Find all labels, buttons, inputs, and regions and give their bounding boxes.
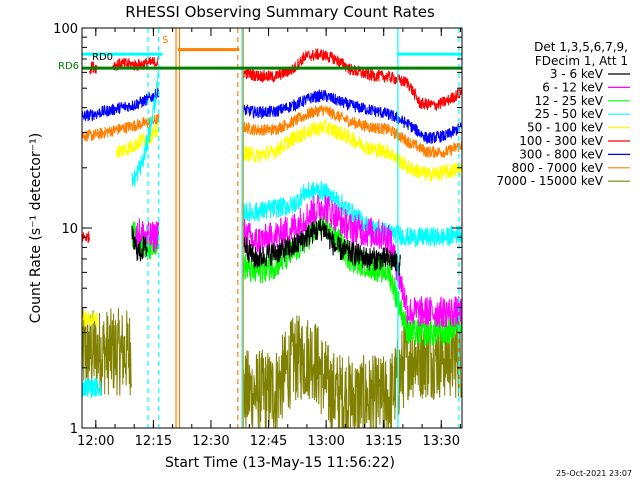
legend-label: 800 - 7000 keV — [512, 161, 604, 175]
series-trace-50-to-100keV-seg-0 — [81, 310, 98, 328]
legend-label: 100 - 300 keV — [519, 134, 603, 148]
y-tick-label: 1 — [70, 422, 78, 437]
series-trace-3-to-6keV-seg-0 — [131, 225, 148, 262]
series-trace-300-to-800keV-seg-0 — [81, 87, 160, 122]
tick-layer: 12:00 12:15 12:30 12:45 13:00 13:15 13:30 1 10 10… — [53, 22, 462, 449]
rd6-label: RD6 — [58, 61, 79, 72]
legend-label: 6 - 12 keV — [542, 80, 604, 94]
series-trace-6-to-12keV-seg-0 — [135, 218, 160, 253]
series-trace-3-to-6keV-seg-1 — [242, 218, 401, 277]
x-tick-label: 12:30 — [192, 434, 229, 449]
data-layer — [81, 28, 463, 429]
legend-header-line-2: FDecim 1, Att 1 — [535, 54, 628, 68]
legend-label: 3 - 6 keV — [550, 67, 604, 81]
series-trace-50-to-100keV-seg-2 — [242, 119, 463, 182]
series-trace-50-to-100keV-seg-1 — [116, 122, 160, 159]
x-tick-label: 12:45 — [250, 434, 287, 449]
legend-header-line-1: Det 1,3,5,6,7,9, — [534, 40, 628, 54]
y-tick-label: 100 — [53, 22, 78, 37]
y-axis-title: Count Rate (s⁻¹ detector⁻¹) — [28, 133, 44, 323]
x-tick-label: 13:00 — [307, 434, 344, 449]
series-trace-25-to-50keV-seg-2 — [242, 180, 463, 248]
series-trace-800-to-7000keV-seg-0 — [81, 113, 160, 143]
x-tick-label: 12:15 — [135, 434, 172, 449]
legend-label: 25 - 50 keV — [535, 107, 604, 121]
legend-label: 12 - 25 keV — [535, 94, 604, 108]
chart-title: RHESSI Observing Summary Count Rates — [125, 3, 435, 21]
timestamp: 25-Oct-2021 23:07 — [556, 469, 632, 478]
series-trace-6-to-12keV-seg-1 — [242, 194, 463, 328]
series-trace-25-to-50keV-seg-0 — [81, 377, 102, 399]
x-axis-title: Start Time (13-May-15 11:56:22) — [165, 455, 395, 471]
legend-label: 7000 - 15000 keV — [496, 174, 603, 188]
series-trace-800-to-7000keV-seg-1 — [242, 103, 463, 158]
x-tick-label: 13:30 — [423, 434, 460, 449]
x-tick-label: 13:15 — [365, 434, 402, 449]
legend-label: 50 - 100 keV — [527, 121, 604, 135]
x-tick-label: 12:00 — [77, 434, 114, 449]
s-flag-label: S — [162, 35, 168, 46]
rd0-label: RD0 — [92, 52, 113, 63]
series-trace-25-to-50keV-seg-1 — [131, 70, 160, 188]
series-trace-300-to-800keV-seg-1 — [242, 89, 463, 144]
legend: Det 1,3,5,6,7,9, FDecim 1, Att 1 3 - 6 k… — [496, 40, 630, 188]
y-tick-label: 10 — [61, 222, 78, 237]
series-trace-7000-to-15000keV-seg-1 — [242, 313, 462, 429]
legend-label: 300 - 800 keV — [519, 147, 603, 161]
